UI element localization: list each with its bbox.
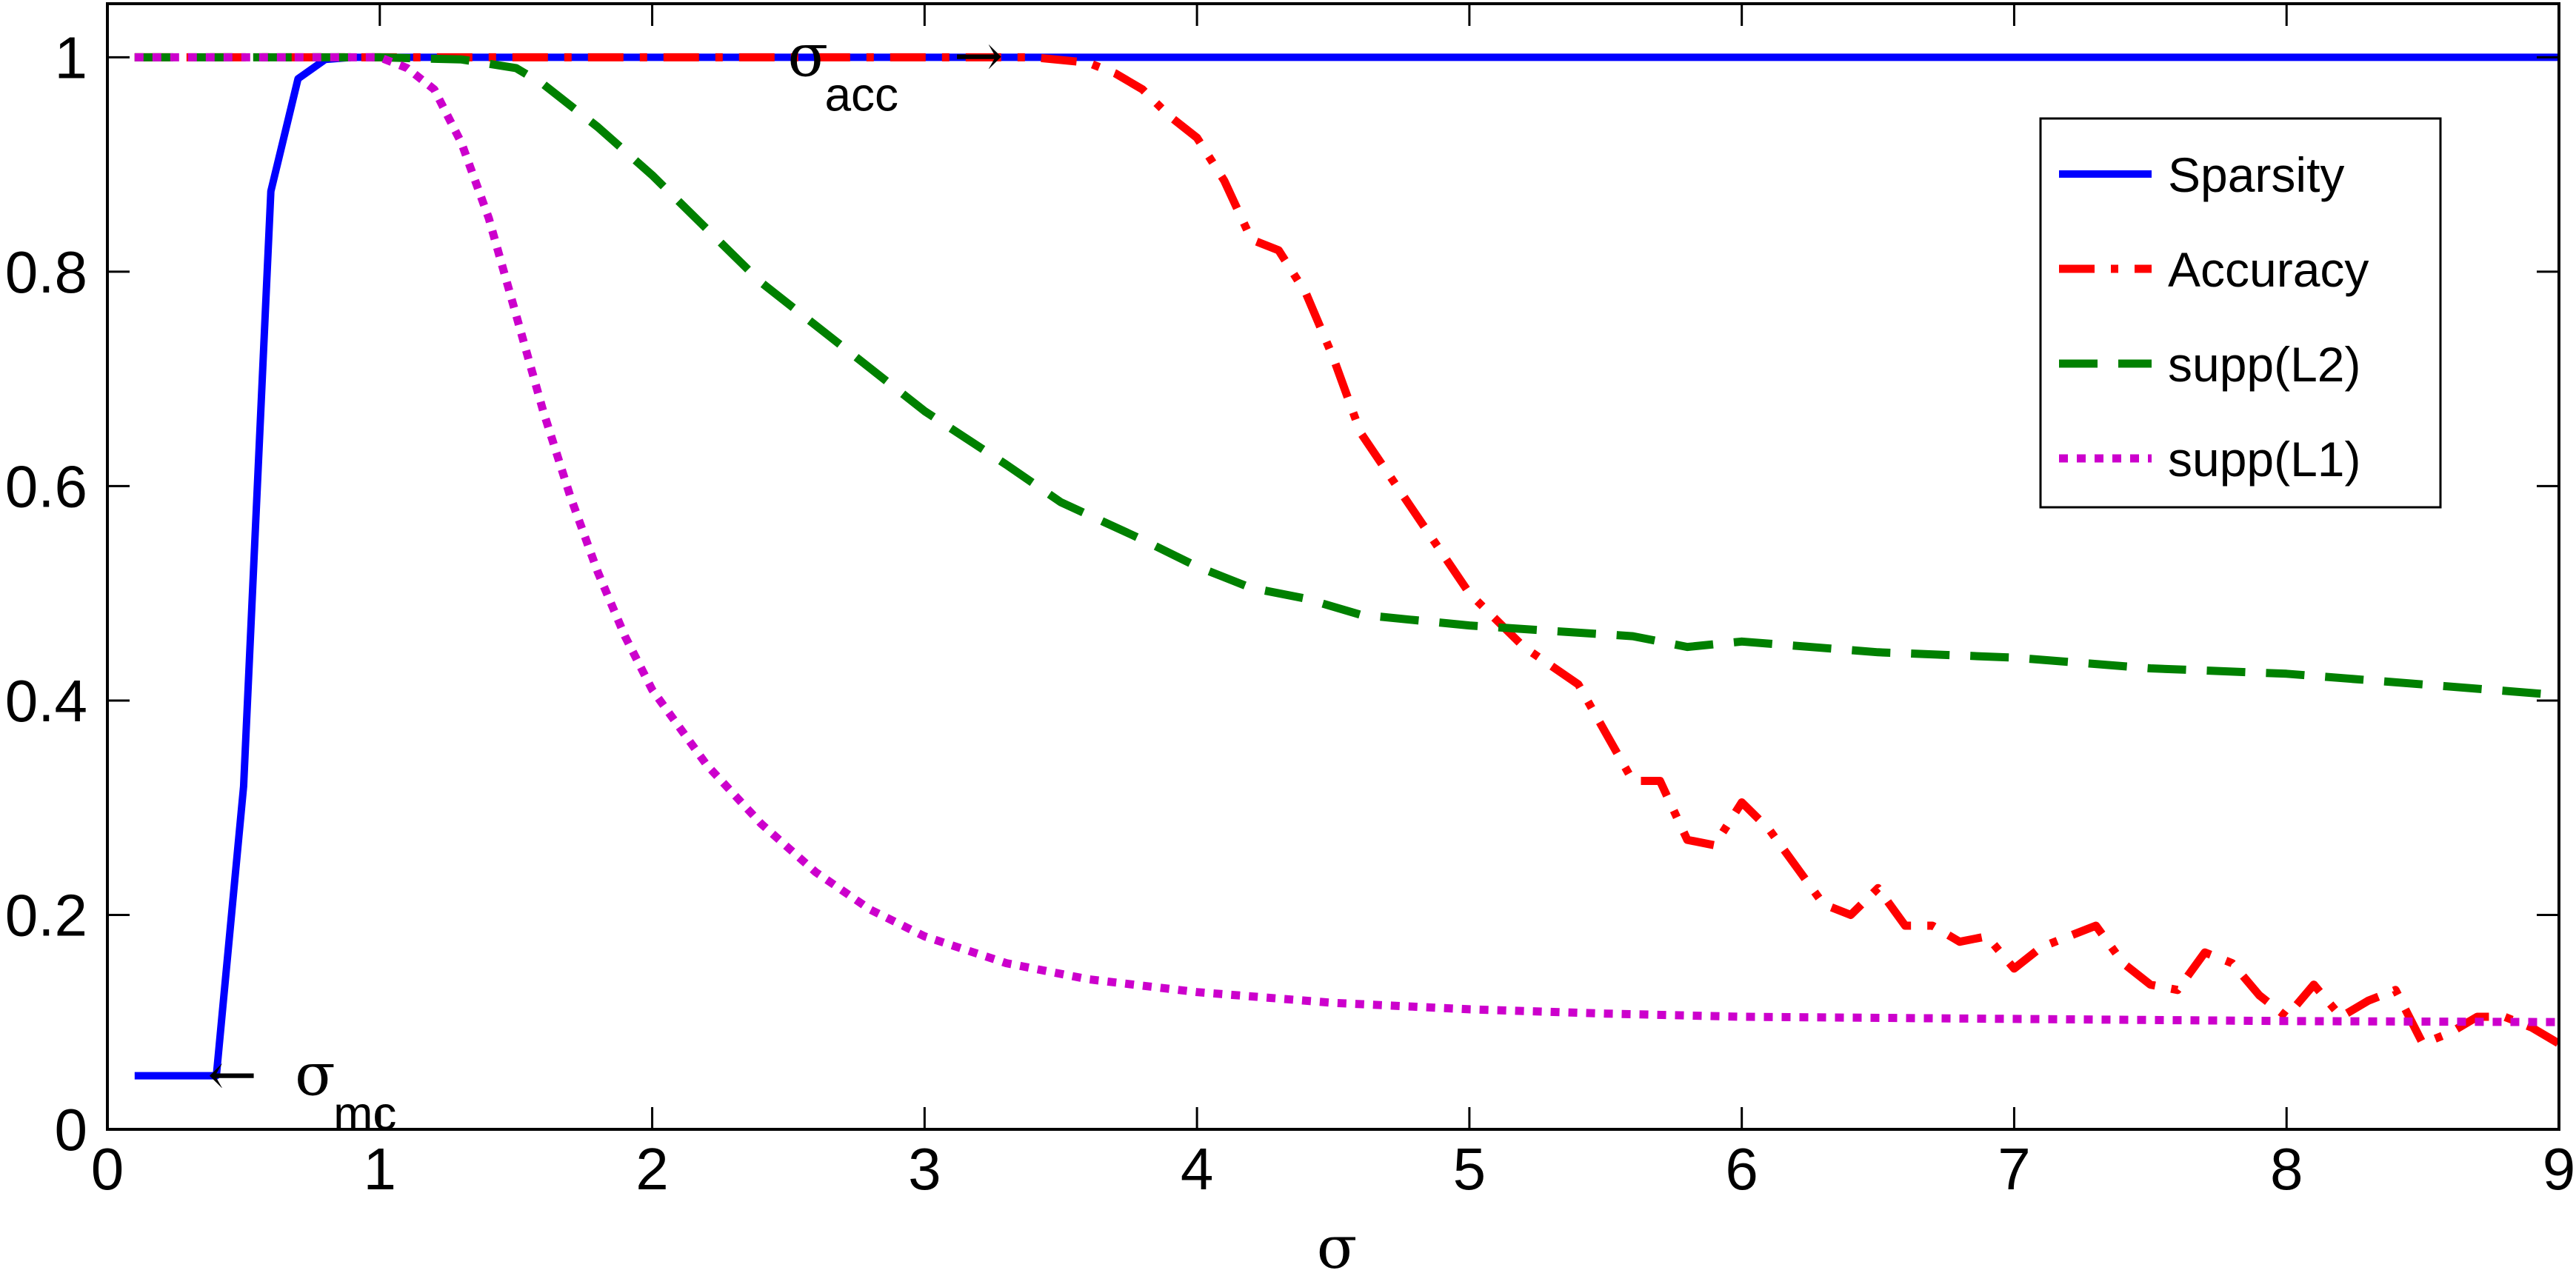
legend-box <box>2039 117 2442 509</box>
x-tick-label: 1 <box>364 1136 397 1202</box>
annotation-subscript: acc <box>824 67 898 121</box>
series-line-accuracy <box>134 53 2559 1048</box>
x-tick-label: 4 <box>1181 1136 1214 1202</box>
x-tick-label: 8 <box>2270 1136 2303 1202</box>
annotation-arrow: → <box>953 21 1003 90</box>
annotation-sigma-mc: ← σmc <box>207 1040 396 1140</box>
x-tick-label: 5 <box>1453 1136 1486 1202</box>
y-tick-label: 0.8 <box>5 239 87 305</box>
legend-label: supp(L1) <box>2168 432 2361 487</box>
ticks-layer: 0 1 2 3 4 5 6 7 8 9 0 0.2 0.4 0.6 0.8 1 <box>5 4 2575 1202</box>
legend: Sparsity Accuracy supp(L2) supp(L1) <box>2039 117 2442 509</box>
y-tick-label: 0 <box>55 1097 88 1163</box>
legend-label: Sparsity <box>2168 147 2344 202</box>
x-axis-title: σ <box>1317 1213 1358 1273</box>
series-line-supp-l1 <box>134 53 2559 1026</box>
plot-frame <box>106 2 2560 1131</box>
x-tick-label: 9 <box>2543 1136 2576 1202</box>
series-layer <box>134 53 2559 1080</box>
x-tick-label: 2 <box>635 1136 669 1202</box>
y-tick-label: 1 <box>55 24 88 90</box>
x-tick-label: 3 <box>908 1136 941 1202</box>
series-line-supp-l2 <box>134 53 2559 700</box>
annotation-arrow: ← <box>207 1040 257 1109</box>
legend-label: Accuracy <box>2168 242 2369 297</box>
legend-label: supp(L2) <box>2168 337 2361 392</box>
x-tick-label: 6 <box>1725 1136 1758 1202</box>
y-tick-label: 0.6 <box>5 453 87 519</box>
annotation-symbol: σ <box>295 1040 336 1109</box>
y-tick-label: 0.2 <box>5 882 87 948</box>
annotation-subscript: mc <box>333 1087 396 1140</box>
annotation-symbol: σ <box>787 21 828 90</box>
x-tick-label: 7 <box>1998 1136 2031 1202</box>
x-tick-label: 0 <box>91 1136 124 1202</box>
y-tick-label: 0.4 <box>5 668 87 734</box>
